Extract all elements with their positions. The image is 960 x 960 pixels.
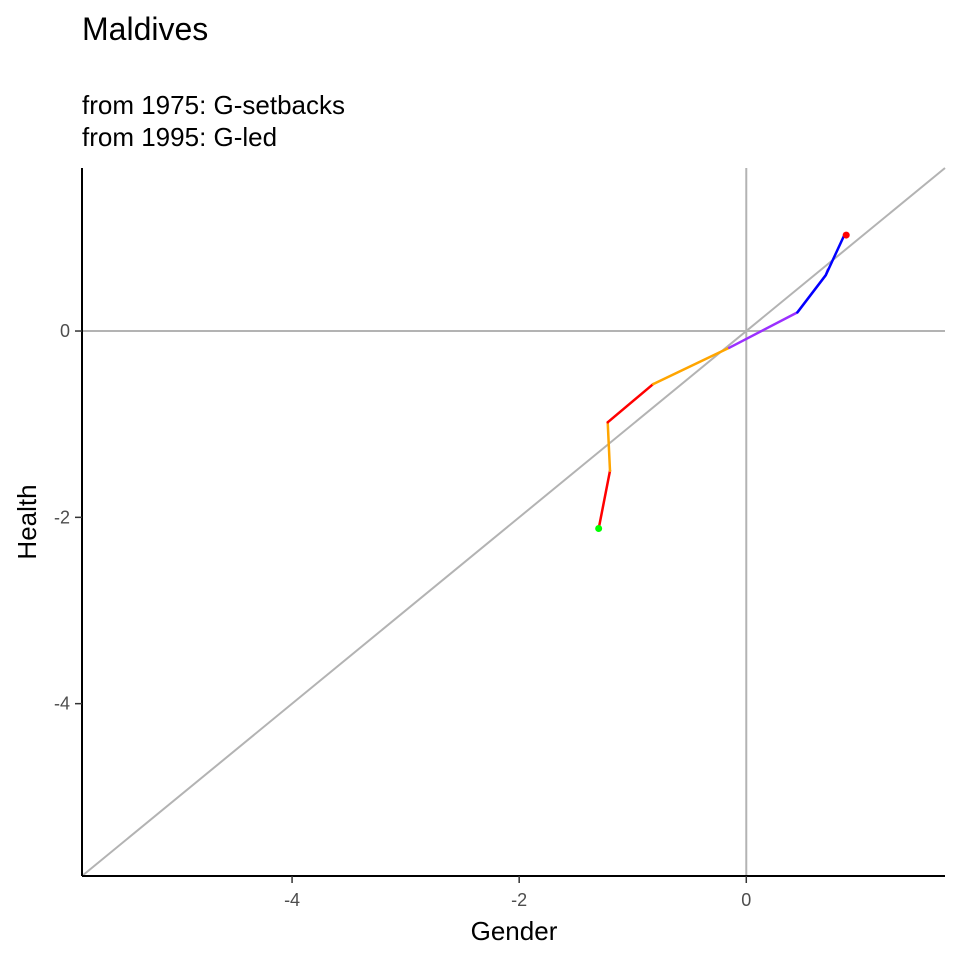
reference-line-diagonal (81, 167, 946, 877)
x-tick-label: -4 (284, 890, 300, 910)
trajectory-segment-5 (727, 268, 830, 350)
plot-area (81, 167, 946, 877)
y-tick-label: -4 (54, 694, 70, 714)
trajectory-end-point (842, 231, 850, 239)
trajectory-segment-3 (606, 382, 655, 424)
x-tick-label: -2 (511, 890, 527, 910)
chart-subtitle-line-2: from 1995: G-led (82, 122, 277, 152)
trajectory-segment-1 (597, 469, 612, 530)
trajectory-segment-4 (651, 346, 731, 386)
trajectory-segment-2 (606, 421, 612, 473)
chart-title: Maldives (82, 11, 208, 47)
x-axis-title: Gender (471, 916, 558, 946)
trajectory-segment-6 (796, 234, 846, 314)
chart-subtitle-line-1: from 1975: G-setbacks (82, 90, 345, 120)
x-axis-ticks: -4 -2 0 (284, 876, 751, 910)
y-tick-label: -2 (54, 507, 70, 527)
x-tick-label: 0 (741, 890, 751, 910)
y-tick-label: 0 (60, 321, 70, 341)
y-axis-title: Health (12, 484, 42, 559)
y-axis-ticks: -4 -2 0 (54, 321, 82, 714)
trajectory-start-point (595, 525, 603, 533)
